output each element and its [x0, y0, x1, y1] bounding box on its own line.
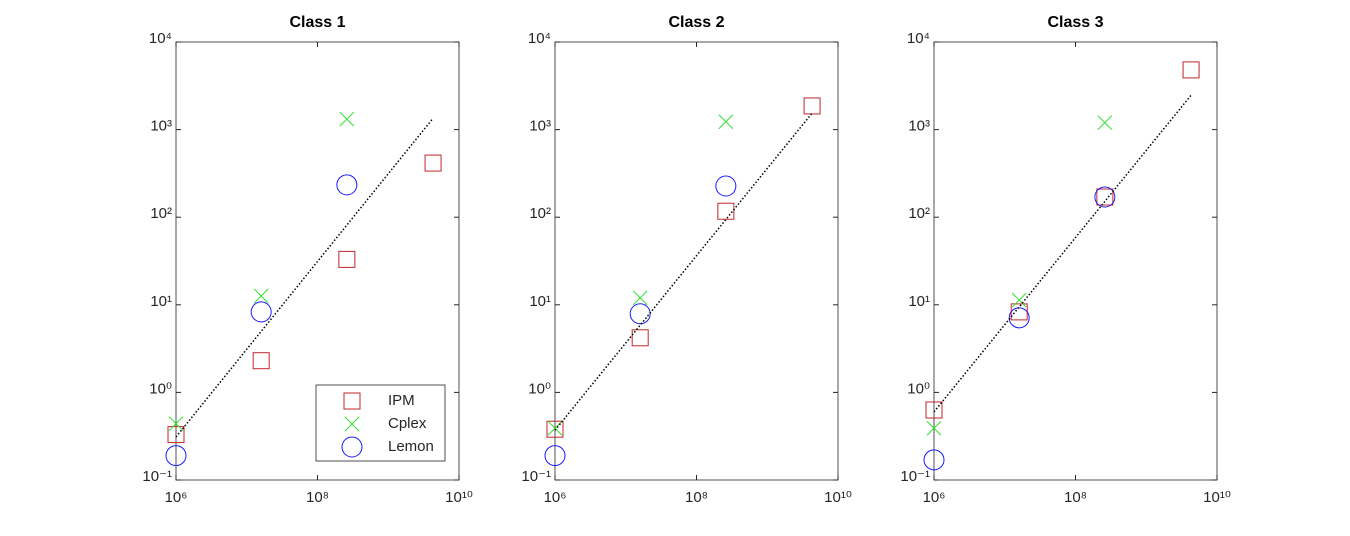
marker-square	[717, 202, 735, 220]
x-tick-label: 10⁸	[685, 489, 708, 506]
marker-square	[546, 420, 564, 438]
marker-square	[424, 154, 442, 172]
fit-line	[933, 94, 1192, 413]
y-tick-label: 10⁻¹	[142, 468, 172, 485]
legend-box	[315, 384, 446, 462]
marker-x	[632, 290, 648, 306]
y-tick-label: 10⁻¹	[900, 468, 930, 485]
marker-x	[718, 114, 734, 130]
y-tick-label: 10³	[150, 118, 172, 135]
y-tick-label: 10²	[529, 205, 551, 222]
y-tick-label: 10⁰	[907, 380, 930, 397]
marker-circle	[1094, 186, 1116, 208]
marker-circle	[923, 449, 945, 471]
x-tick-label: 10¹⁰	[824, 489, 852, 506]
marker-circle	[715, 175, 737, 197]
chart-title: Class 2	[668, 14, 724, 31]
marker-x	[339, 111, 355, 127]
y-tick-label: 10⁴	[907, 30, 930, 47]
y-tick-label: 10⁴	[528, 30, 551, 47]
subplot: Class 3 10⁻¹ 10⁰ 10¹ 10² 10³ 10⁴ 10⁶ 10⁸ 10¹⁰	[900, 14, 1230, 506]
marker-square	[803, 97, 821, 115]
marker-square	[925, 401, 943, 419]
x-tick-label: 10⁶	[544, 489, 567, 506]
marker-x	[1011, 292, 1027, 308]
legend-marker	[341, 436, 363, 458]
marker-circle	[250, 301, 272, 323]
marker-x	[926, 420, 942, 436]
marker-circle	[629, 303, 651, 325]
y-tick-label: 10²	[908, 205, 930, 222]
x-tick-label: 10⁸	[1064, 489, 1087, 506]
plot-area	[554, 41, 839, 481]
y-tick-label: 10¹	[529, 293, 551, 310]
legend-label: Lemon	[388, 438, 434, 455]
y-tick-label: 10⁰	[149, 380, 172, 397]
fit-line	[554, 112, 813, 431]
x-tick-label: 10⁸	[306, 489, 329, 506]
legend-marker	[343, 392, 361, 410]
y-tick-label: 10⁴	[149, 30, 172, 47]
plot-area	[933, 41, 1218, 481]
x-tick-label: 10¹⁰	[1203, 489, 1231, 506]
x-tick-label: 10⁶	[923, 489, 946, 506]
marker-x	[168, 416, 184, 431]
marker-circle	[544, 445, 566, 467]
y-tick-label: 10²	[150, 205, 172, 222]
marker-circle	[165, 445, 187, 467]
y-tick-label: 10¹	[908, 293, 930, 310]
legend-label: Cplex	[388, 415, 427, 432]
marker-square	[252, 352, 270, 370]
marker-square	[1096, 188, 1114, 206]
y-tick-label: 10³	[908, 118, 930, 135]
marker-square	[631, 329, 649, 347]
y-tick-label: 10⁻¹	[521, 468, 551, 485]
legend-marker	[344, 416, 360, 432]
chart-title: Class 3	[1047, 14, 1103, 31]
chart-title: Class 1	[289, 14, 345, 31]
marker-square	[167, 426, 185, 444]
x-tick-label: 10¹⁰	[445, 489, 473, 506]
y-tick-label: 10³	[529, 118, 551, 135]
legend-label: IPM	[388, 392, 415, 409]
marker-circle	[336, 174, 358, 196]
marker-x	[1097, 115, 1113, 131]
marker-square	[338, 250, 356, 268]
y-tick-label: 10¹	[150, 293, 172, 310]
subplot: Class 1 10⁻¹ 10⁰ 10¹ 10² 10³ 10⁴ 10⁶ 10⁸ 10¹⁰ IPM C…	[142, 14, 472, 506]
marker-x	[253, 288, 269, 304]
marker-square	[1182, 61, 1200, 79]
subplot: Class 2 10⁻¹ 10⁰ 10¹ 10² 10³ 10⁴ 10⁶ 10⁸ 10¹⁰	[521, 14, 851, 506]
x-tick-label: 10⁶	[165, 489, 188, 506]
y-tick-label: 10⁰	[528, 380, 551, 397]
